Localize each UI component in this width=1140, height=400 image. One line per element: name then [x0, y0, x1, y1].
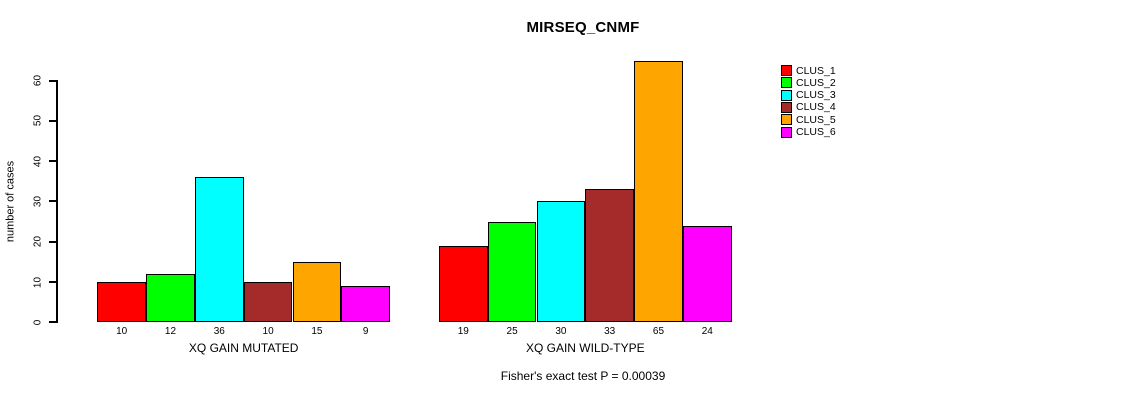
y-tick [49, 240, 57, 243]
bar-clus_4 [585, 189, 635, 323]
bar-value-label: 33 [604, 326, 616, 337]
legend-swatch [781, 114, 792, 126]
legend-swatch [781, 101, 792, 113]
bar-clus_5 [292, 261, 342, 323]
bar-value-label: 19 [457, 326, 469, 337]
bar-clus_2 [146, 273, 195, 323]
bar-clus_3 [536, 201, 586, 323]
bar-clus_6 [682, 225, 732, 323]
bar-value-label: 12 [164, 326, 177, 337]
y-tick [49, 281, 57, 284]
legend-label: CLUS_5 [796, 113, 836, 126]
bar-clus_5 [634, 60, 683, 323]
y-tick-label: 30 [32, 195, 43, 208]
bar-clus_4 [243, 282, 293, 323]
chart-title: MIRSEQ_CNMF [526, 19, 640, 36]
legend-label: CLUS_2 [796, 76, 836, 89]
y-tick-label: 10 [32, 276, 43, 288]
y-axis-label: number of cases [4, 160, 17, 243]
y-tick [49, 119, 57, 122]
y-tick [49, 200, 57, 203]
bar-clus_1 [438, 245, 488, 323]
x-group-label: XQ GAIN WILD-TYPE [525, 341, 645, 355]
bar-value-label: 25 [506, 326, 518, 337]
legend-label: CLUS_3 [796, 89, 836, 102]
bar-value-label: 65 [652, 326, 665, 337]
bar-clus_6 [341, 286, 391, 323]
y-tick [49, 79, 57, 82]
y-tick-label: 40 [32, 155, 43, 167]
stat-annotation: Fisher's exact test P = 0.00039 [500, 369, 666, 383]
bar-clus_1 [97, 282, 147, 323]
bar-value-label: 15 [311, 326, 323, 337]
y-tick [49, 321, 57, 324]
legend-label: CLUS_6 [796, 126, 836, 138]
bar-value-label: 24 [701, 326, 713, 337]
legend-swatch [781, 126, 792, 138]
y-tick-label: 0 [32, 319, 43, 326]
bar-clus_2 [487, 221, 537, 323]
legend-label: CLUS_1 [796, 64, 836, 77]
legend-label: CLUS_4 [796, 101, 836, 114]
x-group-label: XQ GAIN MUTATED [188, 341, 299, 355]
y-tick-label: 60 [32, 75, 43, 87]
y-tick-label: 50 [32, 115, 43, 127]
bar-value-label: 9 [362, 326, 369, 337]
legend-swatch [781, 77, 792, 89]
bar-value-label: 10 [262, 326, 274, 337]
y-tick [49, 160, 57, 163]
legend-swatch [781, 65, 792, 76]
bar-clus_3 [194, 177, 244, 323]
legend-swatch [781, 89, 792, 101]
bar-value-label: 30 [555, 326, 567, 337]
bar-value-label: 10 [116, 326, 128, 337]
y-axis-line [56, 79, 58, 324]
bar-value-label: 36 [213, 326, 225, 337]
y-tick-label: 20 [32, 236, 43, 248]
